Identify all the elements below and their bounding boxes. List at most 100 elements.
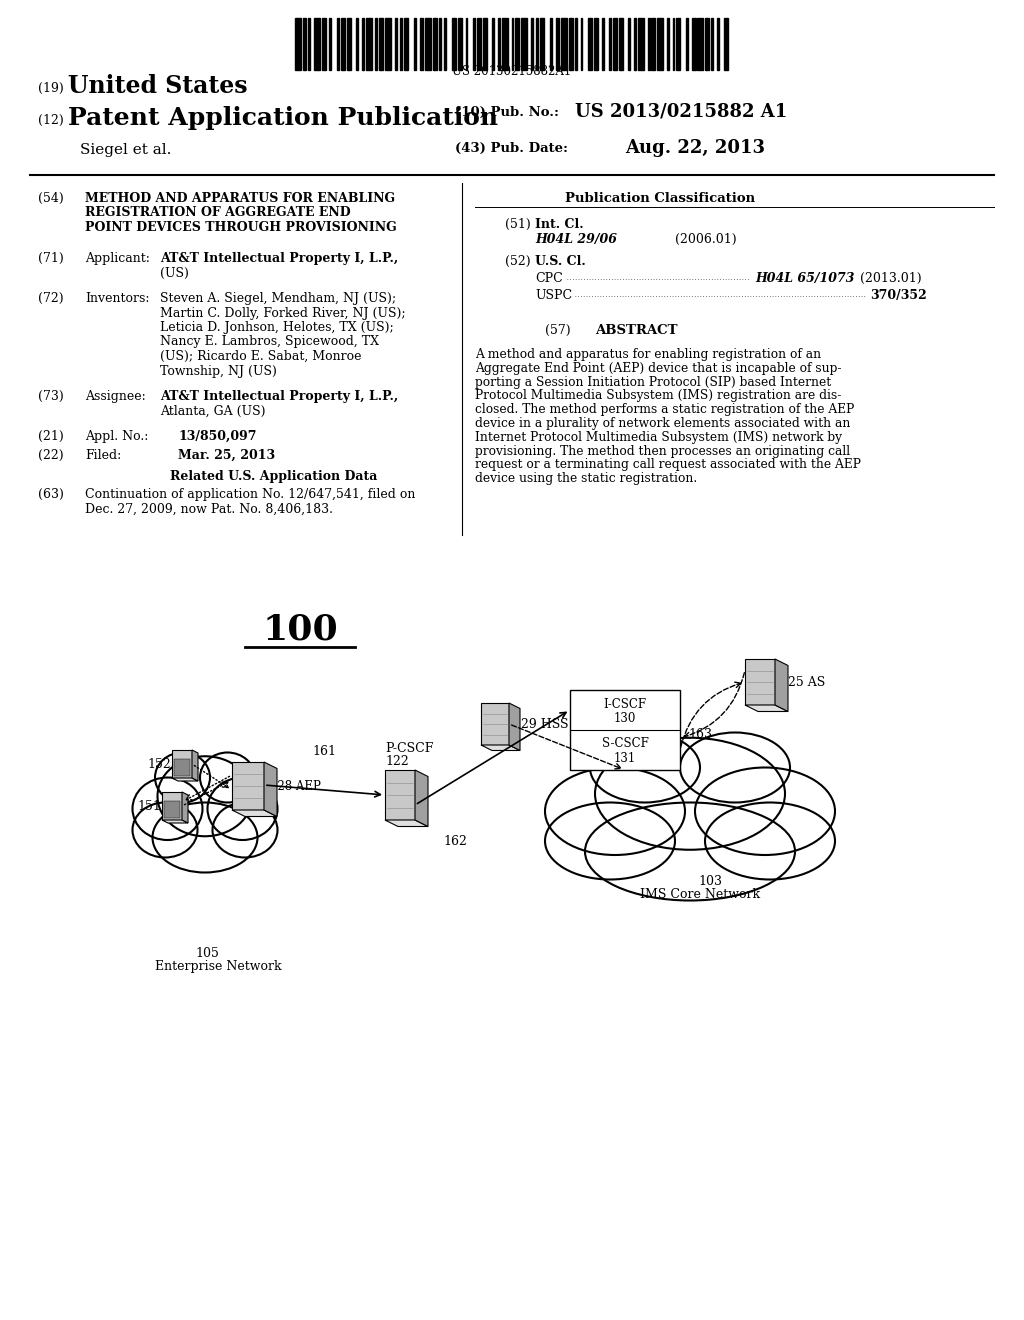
- Bar: [618, 18, 623, 70]
- Text: Continuation of application No. 12/647,541, filed on: Continuation of application No. 12/647,5…: [85, 488, 416, 502]
- Text: Enterprise Network: Enterprise Network: [155, 960, 282, 973]
- Bar: [667, 18, 669, 70]
- Bar: [691, 18, 695, 70]
- Bar: [322, 18, 326, 70]
- Bar: [717, 18, 719, 70]
- Bar: [588, 18, 592, 70]
- Text: AT&T Intellectual Property I, L.P.,: AT&T Intellectual Property I, L.P.,: [160, 252, 398, 265]
- Text: H04L 65/1073: H04L 65/1073: [755, 272, 854, 285]
- Bar: [458, 18, 462, 70]
- Text: (19): (19): [38, 82, 63, 95]
- Text: US 2013/0215882 A1: US 2013/0215882 A1: [575, 103, 787, 121]
- Text: IMS Core Network: IMS Core Network: [640, 888, 760, 902]
- Text: (43) Pub. Date:: (43) Pub. Date:: [455, 141, 568, 154]
- Bar: [711, 18, 713, 70]
- Text: Steven A. Siegel, Mendham, NJ (US);: Steven A. Siegel, Mendham, NJ (US);: [160, 292, 396, 305]
- Text: 100: 100: [262, 612, 338, 647]
- Bar: [466, 18, 468, 70]
- Text: Assignee:: Assignee:: [85, 389, 145, 403]
- Bar: [425, 18, 431, 70]
- Text: 152: 152: [147, 758, 171, 771]
- Text: 125 AS: 125 AS: [780, 676, 825, 689]
- Text: closed. The method performs a static registration of the AEP: closed. The method performs a static reg…: [475, 403, 854, 416]
- Text: Applicant:: Applicant:: [85, 252, 150, 265]
- Bar: [706, 18, 709, 70]
- Text: CPC: CPC: [535, 272, 563, 285]
- Bar: [609, 18, 611, 70]
- Text: (2006.01): (2006.01): [675, 232, 736, 246]
- Bar: [634, 18, 636, 70]
- Text: (US): (US): [160, 267, 188, 280]
- Polygon shape: [172, 750, 193, 777]
- Polygon shape: [172, 777, 198, 781]
- Bar: [379, 18, 383, 70]
- Text: 130: 130: [613, 713, 636, 725]
- Ellipse shape: [680, 733, 790, 803]
- Text: Mar. 25, 2013: Mar. 25, 2013: [178, 449, 275, 462]
- Bar: [477, 18, 481, 70]
- Bar: [676, 18, 680, 70]
- Bar: [366, 18, 372, 70]
- Text: A method and apparatus for enabling registration of an: A method and apparatus for enabling regi…: [475, 348, 821, 360]
- Bar: [657, 18, 663, 70]
- Polygon shape: [182, 792, 188, 822]
- Bar: [673, 18, 675, 70]
- Text: provisioning. The method then processes an originating call: provisioning. The method then processes …: [475, 445, 850, 458]
- Polygon shape: [232, 810, 278, 817]
- Polygon shape: [162, 792, 182, 820]
- Text: (73): (73): [38, 389, 63, 403]
- Bar: [570, 690, 680, 770]
- Text: (21): (21): [38, 430, 63, 444]
- Text: (54): (54): [38, 191, 63, 205]
- Text: REGISTRATION OF AGGREGATE END: REGISTRATION OF AGGREGATE END: [85, 206, 350, 219]
- Bar: [724, 18, 728, 70]
- Polygon shape: [385, 770, 415, 820]
- Polygon shape: [385, 820, 428, 826]
- Bar: [303, 18, 306, 70]
- Ellipse shape: [695, 767, 835, 855]
- Text: AT&T Intellectual Property I, L.P.,: AT&T Intellectual Property I, L.P.,: [160, 389, 398, 403]
- Text: Protocol Multimedia Subsystem (IMS) registration are dis-: Protocol Multimedia Subsystem (IMS) regi…: [475, 389, 842, 403]
- Ellipse shape: [705, 803, 835, 879]
- Bar: [376, 18, 378, 70]
- Ellipse shape: [153, 803, 257, 873]
- Text: ABSTRACT: ABSTRACT: [595, 323, 678, 337]
- Ellipse shape: [585, 803, 795, 900]
- Bar: [314, 18, 319, 70]
- Text: 162: 162: [443, 836, 467, 847]
- Text: METHOD AND APPARATUS FOR ENABLING: METHOD AND APPARATUS FOR ENABLING: [85, 191, 395, 205]
- Bar: [330, 18, 332, 70]
- Text: (US); Ricardo E. Sabat, Monroe: (US); Ricardo E. Sabat, Monroe: [160, 350, 361, 363]
- Text: Township, NJ (US): Township, NJ (US): [160, 364, 276, 378]
- Text: (52): (52): [505, 255, 530, 268]
- Text: (72): (72): [38, 292, 63, 305]
- Bar: [550, 18, 552, 70]
- Bar: [356, 18, 358, 70]
- Text: S-CSCF: S-CSCF: [601, 737, 648, 750]
- Text: U.S. Cl.: U.S. Cl.: [535, 255, 586, 268]
- Bar: [574, 18, 577, 70]
- Text: Dec. 27, 2009, now Pat. No. 8,406,183.: Dec. 27, 2009, now Pat. No. 8,406,183.: [85, 503, 333, 516]
- Text: Publication Classification: Publication Classification: [565, 191, 755, 205]
- Ellipse shape: [158, 756, 253, 837]
- Bar: [337, 18, 339, 70]
- Polygon shape: [193, 750, 198, 781]
- Bar: [502, 18, 508, 70]
- Text: Internet Protocol Multimedia Subsystem (IMS) network by: Internet Protocol Multimedia Subsystem (…: [475, 430, 842, 444]
- Text: 370/352: 370/352: [870, 289, 927, 302]
- Bar: [629, 18, 631, 70]
- Bar: [362, 18, 364, 70]
- Polygon shape: [481, 744, 520, 751]
- Bar: [341, 18, 345, 70]
- Bar: [556, 18, 559, 70]
- Bar: [498, 18, 500, 70]
- Bar: [697, 18, 703, 70]
- Text: 163: 163: [688, 729, 712, 742]
- Text: 131: 131: [613, 751, 636, 764]
- Text: Leticia D. Jonhson, Helotes, TX (US);: Leticia D. Jonhson, Helotes, TX (US);: [160, 321, 394, 334]
- Bar: [613, 18, 616, 70]
- Ellipse shape: [132, 803, 198, 858]
- Polygon shape: [745, 705, 788, 711]
- Text: (12): (12): [38, 114, 63, 127]
- Text: 13/850,097: 13/850,097: [178, 430, 256, 444]
